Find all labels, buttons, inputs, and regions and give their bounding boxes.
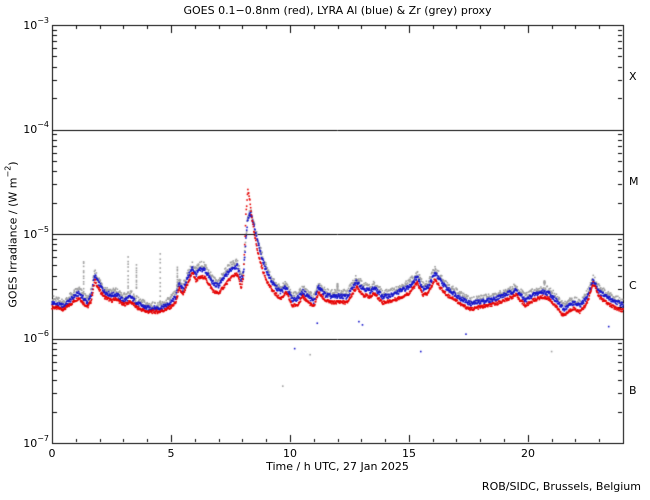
- xtick-label-5: 5: [167, 447, 175, 460]
- class-label-x: X: [629, 70, 637, 83]
- xtick-label-0: 0: [48, 447, 56, 460]
- x-axis-label: Time / h UTC, 27 Jan 2025: [266, 460, 409, 473]
- ytick-label-1e-3: 10−3: [23, 16, 49, 32]
- xtick-label-20: 20: [521, 447, 535, 460]
- ytick-label-1e-5: 10−5: [23, 225, 49, 241]
- xtick-label-15: 15: [402, 447, 416, 460]
- class-label-m: M: [629, 175, 639, 188]
- credit-text: ROB/SIDC, Brussels, Belgium: [481, 480, 641, 493]
- y-axis-label: GOES Irradiance / (W m−2): [3, 160, 20, 308]
- ytick-label-1e-6: 10−6: [23, 329, 49, 345]
- class-label-c: C: [629, 279, 637, 292]
- ytick-label-1e-4: 10−4: [23, 120, 49, 136]
- xtick-label-10: 10: [283, 447, 297, 460]
- ytick-label-1e-7: 10−7: [23, 434, 49, 450]
- chart-title: GOES 0.1−0.8nm (red), LYRA Al (blue) & Z…: [183, 4, 492, 17]
- class-label-b: B: [629, 384, 637, 397]
